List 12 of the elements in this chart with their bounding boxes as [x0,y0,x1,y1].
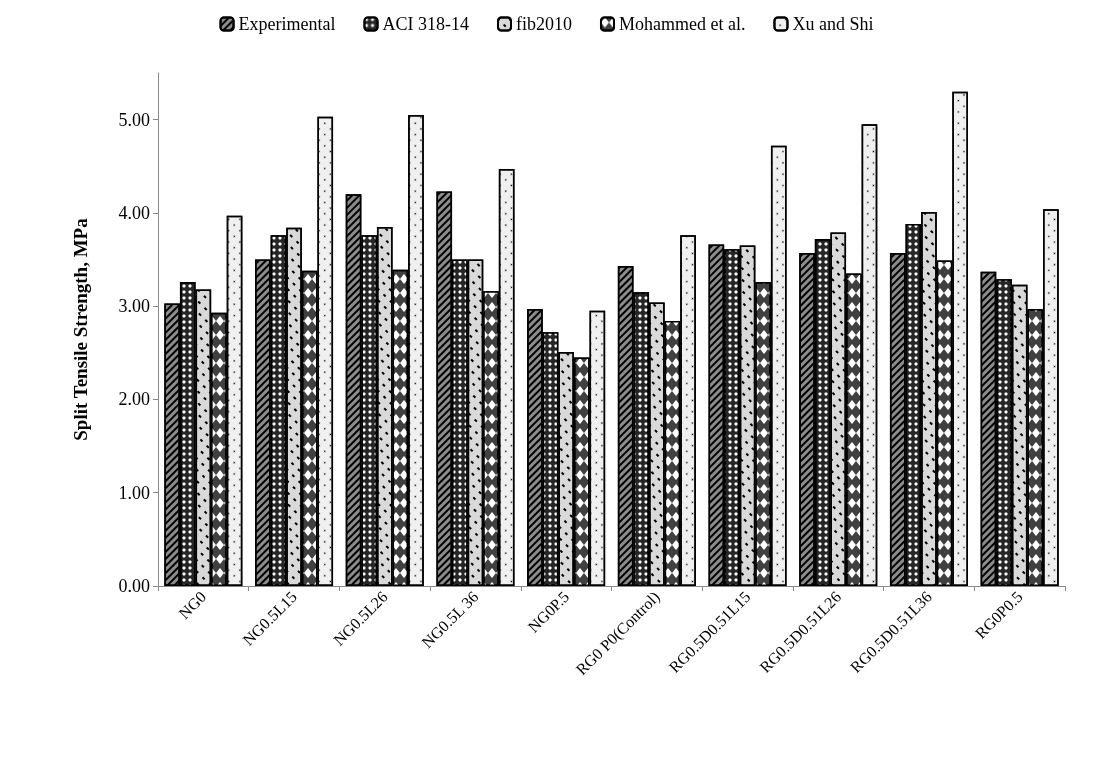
y-tick-label: 5.00 [118,109,150,130]
legend-label: fib2010 [516,14,572,34]
y-tick-label: 4.00 [118,202,150,223]
legend-label: Experimental [238,14,336,34]
legend-label: Mohammed et al. [618,14,746,34]
y-tick-label: 2.00 [118,389,150,410]
y-axis-title: Split Tensile Strength, MPa [70,217,91,441]
legend-label: Xu and Shi [792,14,874,34]
y-tick-label: 3.00 [118,296,150,317]
y-tick-label: 0.00 [118,576,150,596]
legend-label: ACI 318-14 [382,14,469,34]
y-tick-label: 1.00 [118,482,150,503]
